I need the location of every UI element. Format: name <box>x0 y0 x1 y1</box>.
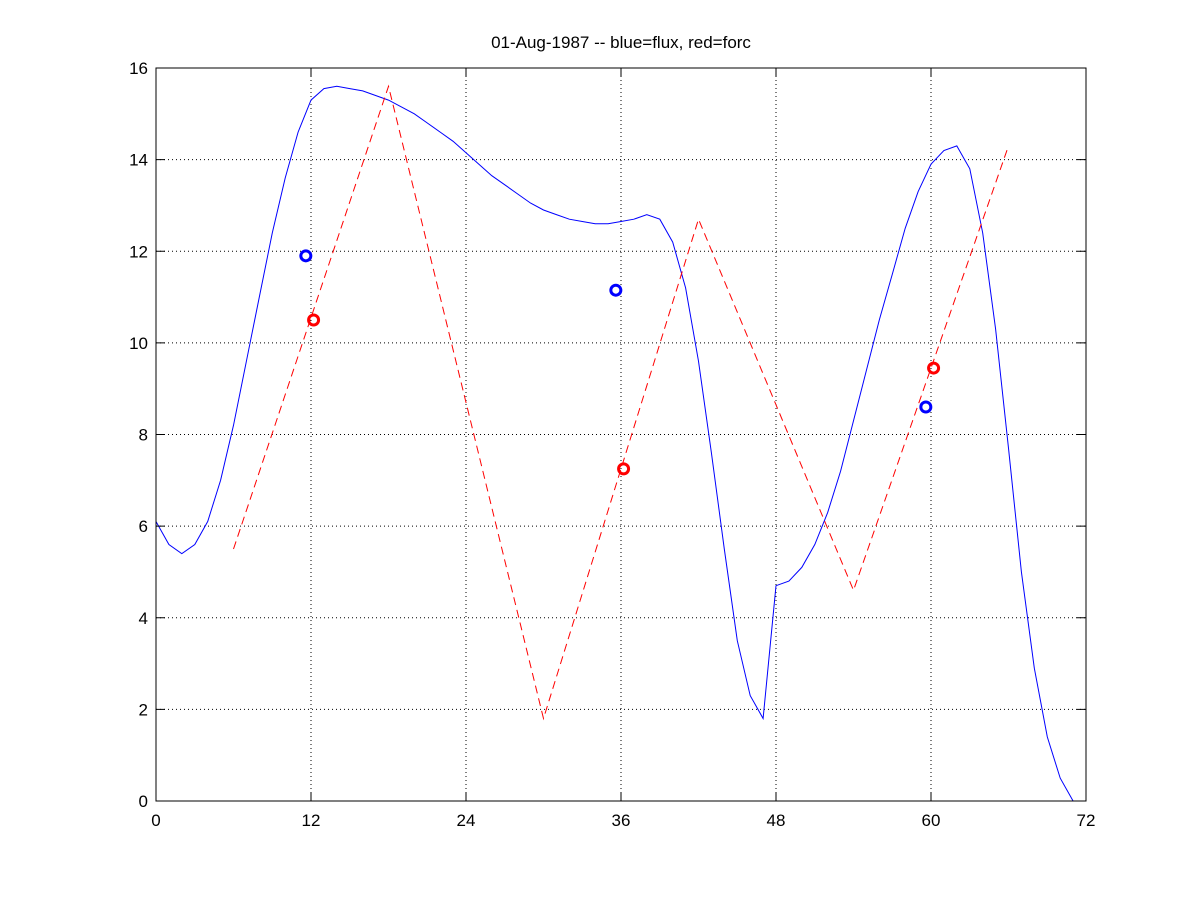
y-tick-label: 10 <box>129 334 148 353</box>
x-tick-label: 72 <box>1077 811 1096 830</box>
y-tick-label: 14 <box>129 151 148 170</box>
y-tick-label: 0 <box>139 792 148 811</box>
y-tick-label: 2 <box>139 700 148 719</box>
y-tick-label: 16 <box>129 59 148 78</box>
x-tick-label: 24 <box>457 811 476 830</box>
chart-title: 01-Aug-1987 -- blue=flux, red=forc <box>491 33 751 52</box>
y-tick-label: 12 <box>129 242 148 261</box>
x-tick-label: 12 <box>302 811 321 830</box>
x-tick-label: 60 <box>922 811 941 830</box>
flux-marker <box>609 283 623 297</box>
plot-series <box>155 84 1074 802</box>
y-tick-label: 4 <box>139 609 148 628</box>
x-tick-label: 48 <box>767 811 786 830</box>
y-tick-label: 8 <box>139 426 148 445</box>
x-tick-label: 36 <box>612 811 631 830</box>
flux-marker <box>299 249 313 263</box>
plot-markers <box>299 249 941 476</box>
forc-marker <box>927 361 941 375</box>
forc-series-line <box>233 84 1009 721</box>
forc-marker <box>617 462 631 476</box>
grid-lines <box>156 68 1086 801</box>
flux-marker <box>919 400 933 414</box>
y-tick-label: 6 <box>139 517 148 536</box>
forc-marker <box>307 313 321 327</box>
flux-series-line <box>155 85 1074 802</box>
x-tick-label: 0 <box>151 811 160 830</box>
